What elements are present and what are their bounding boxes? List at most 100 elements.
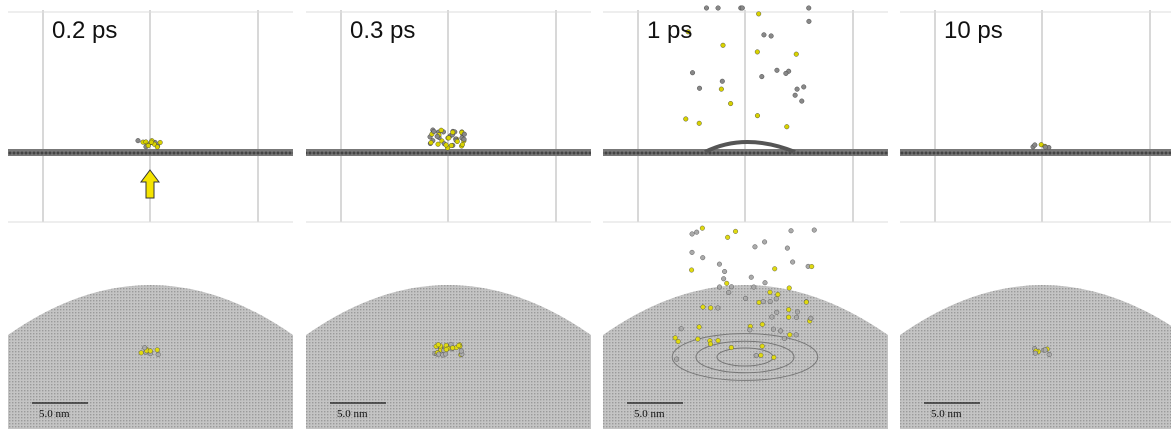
- atom: [790, 260, 795, 265]
- atom: [770, 315, 775, 320]
- atom: [156, 352, 161, 357]
- atom: [754, 353, 759, 358]
- atom: [462, 137, 467, 142]
- atom: [679, 326, 684, 331]
- atom: [704, 6, 709, 11]
- membrane: [900, 149, 1171, 156]
- atom: [716, 338, 721, 343]
- atom: [757, 300, 762, 305]
- atom: [806, 6, 811, 11]
- scale-label: 5.0 nm: [931, 408, 962, 420]
- atom: [786, 307, 791, 312]
- atom: [717, 262, 722, 267]
- atom: [701, 305, 706, 310]
- atom: [439, 128, 444, 133]
- atom: [751, 285, 756, 290]
- atom: [429, 140, 434, 145]
- atom: [722, 269, 727, 274]
- atom: [728, 101, 733, 106]
- atom: [774, 297, 779, 302]
- atom: [782, 336, 787, 341]
- atom: [436, 342, 441, 347]
- atom: [772, 266, 777, 271]
- atom: [155, 145, 160, 150]
- time-label: 0.3 ps: [350, 17, 415, 44]
- atom: [760, 74, 765, 79]
- atom: [139, 351, 144, 356]
- atom: [690, 70, 695, 75]
- atom: [784, 124, 789, 129]
- atom: [795, 87, 800, 92]
- membrane: [8, 149, 293, 156]
- atom: [700, 255, 705, 260]
- atom: [717, 285, 722, 290]
- atom: [459, 349, 464, 354]
- atom: [450, 346, 455, 351]
- atom: [694, 230, 699, 235]
- atom: [799, 99, 804, 104]
- atom: [759, 353, 764, 358]
- figure: 0.2 ps 5.0 nm 0.3 ps 5.0 nm 1 ps5.0 nm10 ps5…: [0, 0, 1171, 429]
- panel: 10 ps5.0 nm: [900, 10, 1171, 429]
- atom: [158, 140, 163, 145]
- atom: [700, 226, 705, 231]
- atom: [769, 34, 774, 39]
- atom: [743, 296, 748, 301]
- atom: [725, 235, 730, 240]
- atom: [786, 315, 791, 320]
- time-label: 0.2 ps: [52, 17, 117, 44]
- atom: [804, 300, 809, 305]
- atom: [708, 342, 713, 347]
- atom: [774, 310, 779, 315]
- atom: [690, 232, 695, 237]
- atom: [697, 121, 702, 126]
- atom: [794, 52, 799, 57]
- atom: [696, 337, 701, 342]
- atom: [768, 290, 773, 295]
- atom: [455, 139, 460, 144]
- atom: [674, 357, 679, 362]
- atom: [435, 134, 440, 139]
- panel: 0.3 ps 5.0 nm: [306, 10, 591, 429]
- atom: [444, 143, 449, 148]
- atom: [761, 299, 766, 304]
- atom: [708, 306, 713, 311]
- atom: [801, 85, 806, 90]
- atom: [756, 12, 761, 17]
- atom: [716, 306, 721, 311]
- atom: [726, 290, 731, 295]
- panel: 1 ps5.0 nm: [603, 6, 888, 429]
- atom: [749, 275, 754, 280]
- atom: [148, 349, 153, 354]
- atom: [1043, 145, 1048, 150]
- atom: [149, 140, 154, 145]
- atom: [794, 315, 799, 320]
- scale-label: 5.0 nm: [39, 408, 70, 420]
- atom: [787, 332, 792, 337]
- atom: [784, 71, 789, 76]
- atom: [456, 343, 461, 348]
- atom: [733, 229, 738, 234]
- atom: [748, 328, 753, 333]
- atom: [760, 322, 765, 327]
- atom: [809, 316, 814, 321]
- atom: [776, 292, 781, 297]
- atom: [794, 333, 799, 338]
- atom: [690, 250, 695, 255]
- scale-label: 5.0 nm: [337, 408, 368, 420]
- atom: [812, 228, 817, 233]
- atom: [760, 344, 765, 349]
- atom: [136, 138, 141, 143]
- atom: [771, 327, 776, 332]
- atom: [809, 264, 814, 269]
- atom: [1047, 352, 1052, 357]
- atom: [789, 228, 794, 233]
- atom: [716, 6, 721, 11]
- arrow: [141, 170, 159, 198]
- atom: [676, 339, 681, 344]
- atom: [755, 50, 760, 55]
- atom: [775, 68, 780, 73]
- atom: [446, 136, 451, 141]
- atom: [740, 6, 745, 11]
- atom: [763, 280, 768, 285]
